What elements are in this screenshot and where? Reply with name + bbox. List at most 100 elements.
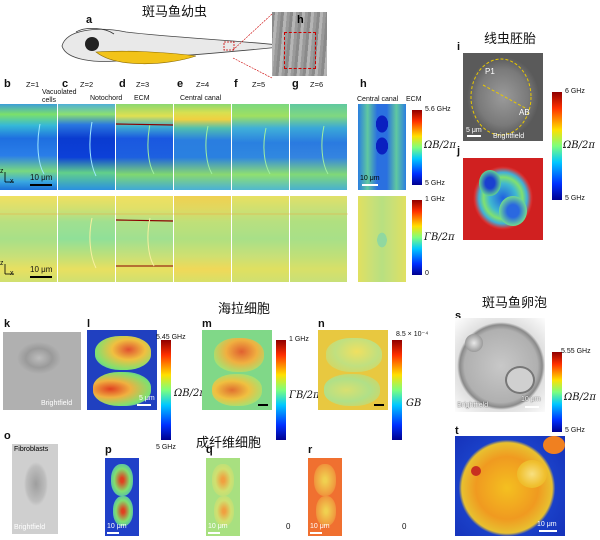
panel-label-e: e bbox=[177, 78, 184, 90]
colorbar-nematode-min: 5 GHz bbox=[565, 195, 585, 202]
colorbar-nematode-max: 6 GHz bbox=[565, 88, 585, 95]
colorbar-hela-linewidth bbox=[276, 340, 286, 440]
panel-label-n: n bbox=[318, 318, 325, 330]
title-zebrafish-larva: 斑马鱼幼虫 bbox=[142, 5, 208, 20]
notochord-outlines-row1 bbox=[37, 121, 329, 177]
panel-label-q: q bbox=[206, 444, 213, 456]
panel-label-d: d bbox=[119, 78, 126, 90]
panel-label-b: b bbox=[4, 78, 11, 90]
colorbar-hela-linewidth-max: 1 GHz bbox=[289, 336, 309, 343]
scalebar-h-row1 bbox=[362, 184, 378, 186]
panel-label-a: a bbox=[86, 14, 93, 26]
z-label-3: Z=3 bbox=[136, 80, 150, 89]
zebrafish-brightfield-zoom bbox=[272, 12, 327, 76]
fibroblast-shift-image: 10 μm bbox=[105, 458, 139, 536]
axis-indicator-row1 bbox=[3, 170, 15, 184]
scalebar-s bbox=[525, 406, 539, 408]
linewidth-image-z5 bbox=[232, 196, 289, 282]
colorbar-shift-h bbox=[412, 110, 422, 185]
scalebar-label-h-row1: 10 μm bbox=[360, 175, 380, 182]
scalebar-row1 bbox=[30, 184, 52, 186]
shift-image-z2 bbox=[58, 104, 115, 190]
annotation-ecm: ECM bbox=[134, 95, 150, 102]
axis-z-label-row2: z bbox=[0, 260, 4, 267]
z-label-5: Z=5 bbox=[252, 80, 266, 89]
panel-label-h: h bbox=[360, 78, 367, 90]
scalebar-row2 bbox=[30, 276, 52, 278]
title-fibroblast: 成纤维细胞 bbox=[196, 436, 262, 451]
zoom-lines bbox=[232, 13, 273, 79]
shift-image-z6 bbox=[290, 104, 347, 190]
panel-label-l: l bbox=[87, 318, 91, 330]
label-ab: AB bbox=[519, 108, 530, 117]
scalebar-label-t: 10 μm bbox=[537, 521, 557, 528]
linewidth-image-z1 bbox=[0, 196, 57, 282]
shift-image-z4 bbox=[174, 104, 231, 190]
colorbar-linewidth-h bbox=[412, 200, 422, 275]
colorbar-hela-shift-min: 5 GHz bbox=[156, 444, 176, 451]
linewidth-image-h bbox=[358, 196, 406, 282]
hela-gain-image bbox=[318, 330, 388, 410]
colorbar-hela-shift-label: ΩB/2π bbox=[174, 388, 206, 399]
brightfield-label-k: Brightfield bbox=[41, 400, 73, 407]
label-p1: P1 bbox=[485, 67, 495, 76]
shift-image-z5 bbox=[232, 104, 289, 190]
scalebar-q bbox=[208, 532, 220, 534]
linewidth-image-z2 bbox=[58, 196, 115, 282]
shift-image-z1 bbox=[0, 104, 57, 190]
scalebar-label-s: 10 μm bbox=[521, 396, 541, 403]
scalebar-label-q: 10 μm bbox=[208, 523, 228, 530]
scalebar-label-r: 10 μm bbox=[310, 523, 330, 530]
colorbar-hela-gain-min: 0 bbox=[402, 522, 407, 531]
panel-label-k: k bbox=[4, 318, 11, 330]
title-hela: 海拉细胞 bbox=[218, 302, 271, 317]
zebrafish-egg-brightfield: Brightfield 10 μm bbox=[455, 318, 545, 412]
panel-label-r: r bbox=[308, 444, 313, 456]
shift-image-h bbox=[358, 104, 406, 190]
annotation-h-central-canal: Central canal bbox=[357, 96, 399, 103]
colorbar-linewidth-h-max: 1 GHz bbox=[425, 196, 445, 203]
brightfield-label-i: Brightfield bbox=[493, 133, 525, 140]
annotation-notochord: Notochord bbox=[90, 95, 123, 102]
colorbar-shift-h-min: 5 GHz bbox=[425, 180, 445, 187]
linewidth-image-z6 bbox=[290, 196, 347, 282]
colorbar-hela-linewidth-label: ΓB/2π bbox=[289, 390, 320, 401]
colorbar-egg-label: ΩB/2π bbox=[564, 392, 596, 403]
colorbar-shift-h-max: 5.6 GHz bbox=[425, 106, 451, 113]
brightfield-label-o: Brightfield bbox=[14, 524, 46, 531]
scalebar-l bbox=[137, 404, 151, 406]
fibroblast-gain-image: 10 μm bbox=[308, 458, 342, 536]
shift-image-z3 bbox=[116, 104, 173, 190]
annotation-h-ecm: ECM bbox=[406, 96, 422, 103]
z-label-4: Z=4 bbox=[196, 80, 210, 89]
scalebar-label-l: 5 μm bbox=[139, 395, 155, 402]
axis-z-label-row1: z bbox=[0, 168, 4, 175]
colorbar-hela-gain-label: GB bbox=[406, 398, 422, 409]
nematode-shift-image bbox=[463, 158, 543, 240]
scalebar-label-row2: 10 μm bbox=[30, 265, 53, 274]
panel-label-i: i bbox=[457, 41, 461, 53]
linewidth-image-z4 bbox=[174, 196, 231, 282]
panel-label-o: o bbox=[4, 430, 11, 442]
axis-x-label-row1: x bbox=[10, 178, 14, 185]
colorbar-egg bbox=[552, 352, 562, 432]
colorbar-hela-shift bbox=[161, 340, 171, 440]
panel-label-s: s bbox=[455, 310, 462, 322]
scalebar-i bbox=[467, 135, 481, 137]
title-zebrafish-egg: 斑马鱼卵泡 bbox=[482, 296, 548, 311]
fibroblast-brightfield: Fibroblasts Brightfield bbox=[12, 444, 58, 534]
colorbar-linewidth-h-label: ΓB/2π bbox=[424, 232, 455, 243]
title-nematode-embryo: 线虫胚胎 bbox=[484, 32, 537, 47]
panel-label-j: j bbox=[457, 145, 461, 157]
colorbar-hela-gain bbox=[392, 340, 402, 440]
hela-linewidth-image bbox=[202, 330, 272, 410]
scalebar-label-row1: 10 μm bbox=[30, 173, 53, 182]
scalebar-m bbox=[258, 404, 268, 406]
fibroblasts-label: Fibroblasts bbox=[14, 446, 49, 453]
panel-label-g: g bbox=[292, 78, 299, 90]
hela-brightfield: Brightfield bbox=[3, 332, 81, 410]
colorbar-nematode-label: ΩB/2π bbox=[563, 140, 595, 151]
zebrafish-larva-drawing bbox=[61, 28, 289, 65]
z-label-2: Z=2 bbox=[80, 80, 94, 89]
hela-shift-image: 5 μm bbox=[87, 330, 157, 410]
